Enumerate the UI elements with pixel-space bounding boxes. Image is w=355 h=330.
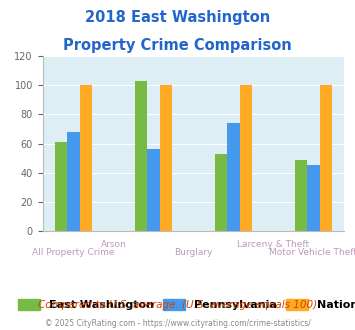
Bar [295, 160, 307, 231]
Legend: East Washington, Pennsylvania, National: East Washington, Pennsylvania, National [13, 294, 355, 314]
Text: Burglary: Burglary [174, 248, 213, 257]
Bar [160, 85, 172, 231]
Text: 2018 East Washington: 2018 East Washington [85, 10, 270, 25]
Bar [147, 149, 160, 231]
Bar [320, 85, 332, 231]
Text: Compared to U.S. average. (U.S. average equals 100): Compared to U.S. average. (U.S. average … [38, 300, 317, 310]
Bar [135, 81, 147, 231]
Bar [215, 154, 227, 231]
Bar [240, 85, 252, 231]
Text: © 2025 CityRating.com - https://www.cityrating.com/crime-statistics/: © 2025 CityRating.com - https://www.city… [45, 319, 310, 328]
Bar [67, 132, 80, 231]
Bar [227, 123, 240, 231]
Text: Larceny & Theft: Larceny & Theft [237, 240, 310, 249]
Bar [55, 142, 67, 231]
Text: Property Crime Comparison: Property Crime Comparison [63, 38, 292, 53]
Bar [307, 165, 320, 231]
Bar [80, 85, 92, 231]
Text: Arson: Arson [101, 240, 126, 249]
Text: All Property Crime: All Property Crime [32, 248, 115, 257]
Text: Motor Vehicle Theft: Motor Vehicle Theft [269, 248, 355, 257]
